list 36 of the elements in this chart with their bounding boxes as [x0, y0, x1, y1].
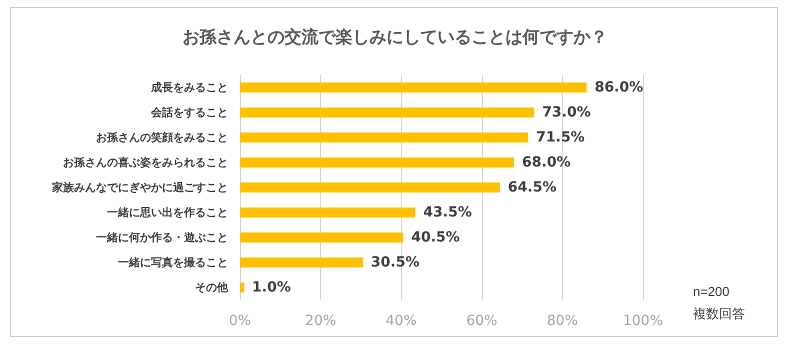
data-label: 1.0%: [252, 280, 291, 296]
x-tick-label: 60%: [466, 313, 498, 329]
y-tick-label: 会話をすること: [150, 106, 228, 119]
bar: [240, 282, 244, 292]
data-label: 68.0%: [522, 154, 571, 170]
bar: [240, 108, 534, 118]
x-tick-label: 80%: [546, 313, 578, 329]
y-tick-label: 一緒に写真を撮ること: [118, 256, 228, 269]
data-label: 64.5%: [508, 180, 557, 196]
bar: [240, 82, 587, 92]
bar: [240, 232, 404, 242]
data-label: 86.0%: [594, 80, 644, 96]
y-tick-label: 成長をみること: [150, 81, 228, 94]
data-label: 40.5%: [411, 230, 460, 246]
data-label: 30.5%: [370, 254, 420, 270]
x-tick-label: 40%: [386, 313, 417, 329]
y-tick-label: その他: [195, 281, 229, 294]
data-label: 71.5%: [536, 130, 585, 146]
data-label: 73.0%: [542, 104, 591, 120]
bar: [240, 182, 500, 192]
bar: [240, 132, 528, 142]
bar: [240, 258, 363, 268]
bar: [240, 208, 416, 218]
y-tick-label: 一緒に何か作る・遊ぶこと: [96, 231, 228, 244]
y-tick-label: 家族みんなでにぎやかに過ごすこと: [51, 181, 228, 194]
text: n=200: [693, 284, 730, 299]
x-tick-label: 100%: [622, 313, 664, 329]
x-tick-label: 20%: [305, 313, 336, 329]
chart-title: お孫さんとの交流で楽しみにしていることは何ですか？: [182, 28, 608, 48]
y-tick-label: お孫さんの喜ぶ姿をみられること: [63, 156, 228, 169]
data-label: 43.5%: [423, 204, 472, 220]
x-tick-label: 0%: [228, 313, 252, 329]
y-tick-label: お孫さんの笑顔をみること: [96, 131, 228, 144]
y-tick-label: 一緒に思い出を作ること: [107, 206, 228, 219]
bar: [240, 158, 514, 168]
text: 複数回答: [693, 306, 745, 321]
